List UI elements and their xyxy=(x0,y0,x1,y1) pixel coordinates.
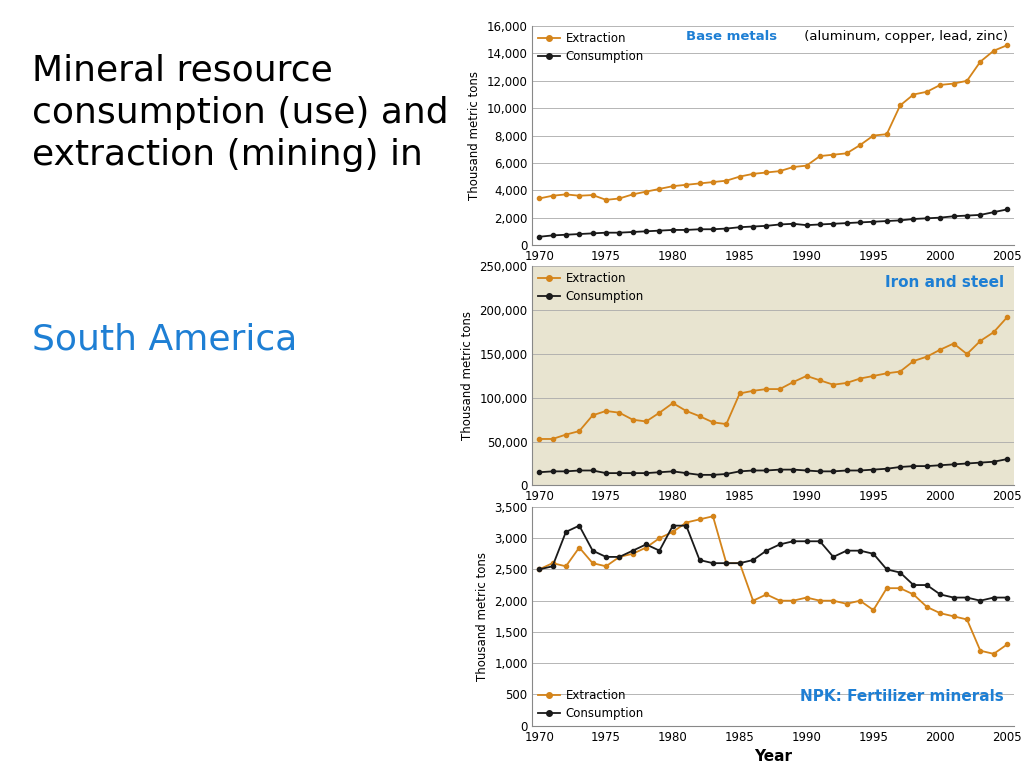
Text: Mineral resource
consumption (use) and
extraction (mining) in: Mineral resource consumption (use) and e… xyxy=(32,54,449,172)
Y-axis label: Thousand metric tons: Thousand metric tons xyxy=(461,312,474,440)
Y-axis label: Thousand metric tons: Thousand metric tons xyxy=(468,71,481,200)
Text: Base metals: Base metals xyxy=(686,31,777,44)
Text: (aluminum, copper, lead, zinc): (aluminum, copper, lead, zinc) xyxy=(800,31,1008,44)
Legend: Extraction, Consumption: Extraction, Consumption xyxy=(539,32,644,63)
X-axis label: Year: Year xyxy=(754,749,793,764)
Text: South America: South America xyxy=(32,323,297,356)
Text: NPK: Fertilizer minerals: NPK: Fertilizer minerals xyxy=(801,689,1005,703)
Y-axis label: Thousand metric tons: Thousand metric tons xyxy=(476,552,488,680)
Legend: Extraction, Consumption: Extraction, Consumption xyxy=(539,273,644,303)
Text: Iron and steel: Iron and steel xyxy=(885,275,1005,290)
Legend: Extraction, Consumption: Extraction, Consumption xyxy=(539,689,644,720)
